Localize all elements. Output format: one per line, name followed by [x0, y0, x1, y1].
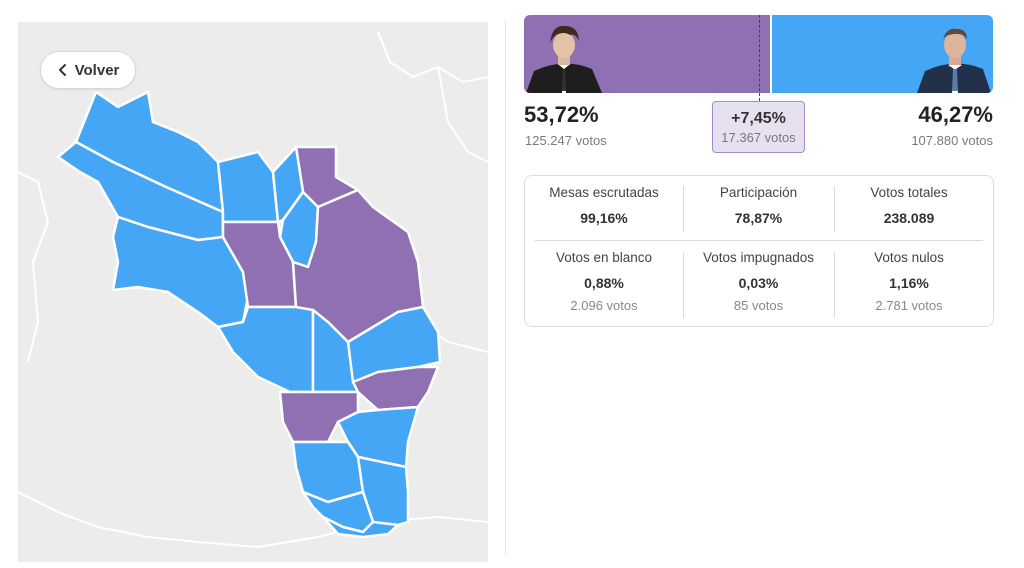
stat-participacion: Participación 78,87%: [683, 185, 834, 226]
candidate-a-photo: [526, 25, 602, 93]
stat-sub: 85 votos: [733, 298, 784, 313]
candidate-a-bar: [524, 15, 770, 93]
difference-badge: +7,45% 17.367 votos: [712, 101, 805, 153]
difference-votes: 17.367 votos: [721, 130, 796, 145]
stats-divider: [683, 252, 684, 318]
stat-label: Votos impugnados: [702, 250, 815, 265]
stat-label: Mesas escrutadas: [549, 185, 659, 200]
stats-divider: [834, 186, 835, 232]
candidate-b-bar: [772, 15, 993, 93]
stat-sub: 2.781 votos: [875, 298, 943, 313]
back-button-label: Volver: [74, 61, 120, 79]
stat-sub: 2.096 votos: [570, 298, 638, 313]
candidate-b-votes: 107.880 votos: [911, 133, 993, 148]
stat-mesas-escrutadas: Mesas escrutadas 99,16%: [525, 185, 683, 226]
top-fade: [0, 0, 1024, 14]
district-14[interactable]: [278, 390, 360, 444]
candidate-b-percent: 46,27%: [918, 102, 993, 127]
district-19[interactable]: [321, 515, 400, 539]
stat-value: 0,88%: [584, 275, 624, 291]
district-10[interactable]: [216, 305, 315, 394]
districts[interactable]: [56, 90, 442, 539]
stat-label: Votos en blanco: [555, 250, 653, 265]
stat-label: Participación: [719, 185, 798, 200]
stat-value: 1,16%: [889, 275, 929, 291]
difference-percent: +7,45%: [731, 110, 786, 127]
stat-value: 78,87%: [734, 210, 783, 226]
stat-value: 99,16%: [580, 210, 628, 226]
stat-votos-nulos: Votos nulos 1,16% 2.781 votos: [834, 250, 984, 313]
candidate-a-percent: 53,72%: [524, 102, 599, 127]
province-map[interactable]: [18, 22, 488, 562]
stat-votos-impugnados: Votos impugnados 0,03% 85 votos: [683, 250, 834, 313]
district-4[interactable]: [216, 150, 280, 224]
stat-value: 238.089: [883, 210, 935, 226]
majority-marker: [759, 15, 760, 101]
stats-row-divider: [535, 240, 983, 241]
stats-divider: [834, 252, 835, 318]
stats-divider: [683, 186, 684, 232]
results-map[interactable]: [18, 22, 488, 562]
stat-value: 0,03%: [738, 275, 779, 291]
chevron-left-icon: [58, 64, 66, 76]
stat-votos-en-blanco: Votos en blanco 0,88% 2.096 votos: [525, 250, 683, 313]
district-13[interactable]: [351, 365, 440, 412]
candidate-b-photo: [917, 28, 991, 93]
candidate-a-votes: 125.247 votos: [525, 133, 607, 148]
stats-panel: Mesas escrutadas 99,16% Participación 78…: [524, 175, 994, 327]
back-button[interactable]: Volver: [40, 51, 136, 89]
panel-divider: [505, 20, 506, 555]
stat-votos-totales: Votos totales 238.089: [834, 185, 984, 226]
stat-label: Votos totales: [870, 185, 948, 200]
stat-label: Votos nulos: [874, 250, 944, 265]
